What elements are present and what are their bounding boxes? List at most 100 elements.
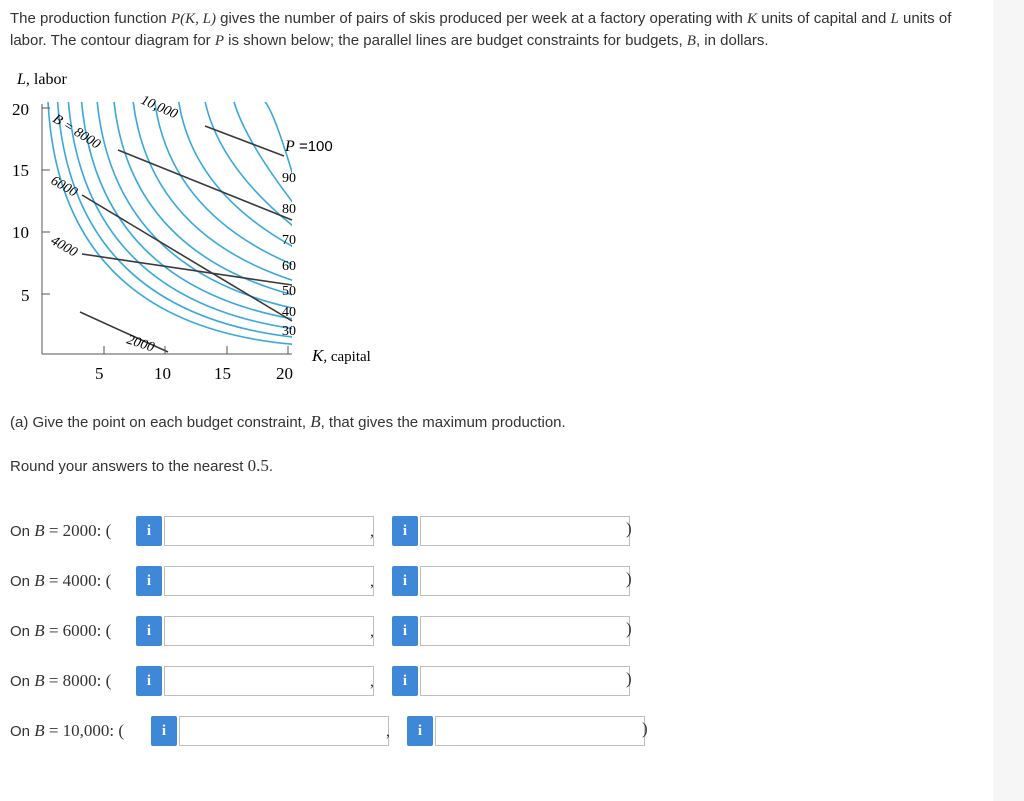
x-tick-label-5: 5 xyxy=(95,364,104,383)
close-paren: ) xyxy=(626,669,632,688)
x-axis-label: K, capital xyxy=(311,346,371,365)
row-label: On B = 8000: ( xyxy=(10,671,112,690)
y-tick-label-10: 10 xyxy=(12,223,29,242)
budget-line xyxy=(81,194,293,322)
comma: , xyxy=(386,723,390,740)
row-label: On B = 6000: ( xyxy=(10,621,112,640)
y-axis-label: L, labor xyxy=(16,71,67,88)
budget-label-2000: 2000 xyxy=(125,333,156,356)
contour-label-50: 50 xyxy=(282,284,296,299)
info-icon[interactable]: i xyxy=(392,516,418,546)
right-gutter xyxy=(993,0,1024,801)
axis-ticks xyxy=(42,107,289,354)
budget-line xyxy=(117,149,293,221)
contour-label-80: 80 xyxy=(282,202,296,217)
capital-input[interactable] xyxy=(164,666,374,696)
info-icon[interactable]: i xyxy=(407,716,433,746)
close-paren: ) xyxy=(626,569,632,588)
math-production-var: P xyxy=(214,33,225,49)
labor-input[interactable] xyxy=(420,616,630,646)
intro-text: units of labor. The contour diagram for xyxy=(10,10,952,49)
info-icon[interactable]: i xyxy=(392,566,418,596)
contour-label-90: 90 xyxy=(282,171,296,186)
intro-text: , in dollars. xyxy=(695,32,769,49)
answer-row-b4000: On B = 4000: ( i , i ) xyxy=(10,565,650,599)
budget-line xyxy=(79,311,169,353)
row-label: On B = 4000: ( xyxy=(10,571,112,590)
rounding-value: 0.5 xyxy=(247,456,269,475)
labor-input[interactable] xyxy=(420,516,630,546)
contour-curve xyxy=(56,101,292,338)
budget-line xyxy=(204,125,285,157)
rounding-text: . xyxy=(268,458,274,475)
info-icon[interactable]: i xyxy=(392,616,418,646)
close-paren: ) xyxy=(642,719,648,738)
math-labor-var: L xyxy=(890,11,899,27)
part-a-text: (a) Give the point on each budget constr… xyxy=(10,414,311,431)
row-label: On B = 2000: ( xyxy=(10,521,112,540)
contour-label-30: 30 xyxy=(282,324,296,339)
part-a-text: , that gives the maximum production. xyxy=(320,414,566,431)
contour-curve xyxy=(233,101,292,203)
math-budget-var: B xyxy=(686,33,696,49)
info-icon[interactable]: i xyxy=(136,516,162,546)
contour-curve xyxy=(204,101,292,227)
contour-value-labels: 90 80 70 60 50 40 30 xyxy=(282,171,296,339)
labor-input[interactable] xyxy=(420,566,630,596)
info-icon[interactable]: i xyxy=(136,666,162,696)
info-icon[interactable]: i xyxy=(136,566,162,596)
part-a-question: (a) Give the point on each budget constr… xyxy=(10,412,566,432)
capital-input[interactable] xyxy=(164,616,374,646)
y-tick-label-20: 20 xyxy=(12,100,29,119)
intro-text: gives the number of pairs of skis produc… xyxy=(215,10,748,27)
x-tick-label-15: 15 xyxy=(214,364,231,383)
budget-lines xyxy=(79,125,293,353)
contour-curve xyxy=(113,101,292,296)
labor-input[interactable] xyxy=(420,666,630,696)
capital-input[interactable] xyxy=(179,716,389,746)
comma: , xyxy=(370,673,374,690)
close-paren: ) xyxy=(626,519,632,538)
contour-curve xyxy=(67,101,292,330)
problem-statement: The production function P(K, L) gives th… xyxy=(10,8,985,52)
intro-text: units of capital and xyxy=(757,10,891,27)
budget-label-6000: 6000 xyxy=(48,173,80,200)
contour-curve xyxy=(96,101,292,309)
rounding-instruction: Round your answers to the nearest 0.5. xyxy=(10,456,273,476)
budget-value-labels: B = 8000 6000 4000 2000 10,000 xyxy=(48,93,180,356)
intro-text: The production function xyxy=(10,10,171,27)
contour-diagram: L, labor K, capital 20 15 10 5 5 10 15 2… xyxy=(12,71,371,383)
info-icon[interactable]: i xyxy=(136,616,162,646)
close-paren: ) xyxy=(626,619,632,638)
contour-label-70: 70 xyxy=(282,233,296,248)
contour-curve xyxy=(178,101,292,247)
answer-row-b6000: On B = 6000: ( i , i ) xyxy=(10,615,650,649)
contour-curve xyxy=(80,101,292,320)
contour-curve xyxy=(47,101,292,345)
math-capital-var: K xyxy=(747,11,758,27)
budget-label-4000: 4000 xyxy=(48,233,80,260)
contour-label-60: 60 xyxy=(282,259,296,274)
answer-row-b10000: On B = 10,000: ( i , i ) xyxy=(10,715,670,749)
answer-row-b8000: On B = 8000: ( i , i ) xyxy=(10,665,650,699)
comma: , xyxy=(370,573,374,590)
answer-row-b2000: On B = 2000: ( i , i ) xyxy=(10,515,650,549)
math-production-function: P(K, L) xyxy=(170,11,216,27)
contour-curve xyxy=(154,101,292,266)
info-icon[interactable]: i xyxy=(392,666,418,696)
contour-curve xyxy=(132,101,292,281)
budget-label-10000: 10,000 xyxy=(138,93,179,122)
capital-input[interactable] xyxy=(164,516,374,546)
x-tick-label-20: 20 xyxy=(276,364,293,383)
budget-label-8000: B = 8000 xyxy=(50,112,103,153)
y-tick-label-5: 5 xyxy=(21,286,30,305)
contour-lines xyxy=(47,101,292,345)
labor-input[interactable] xyxy=(435,716,645,746)
row-label: On B = 10,000: ( xyxy=(10,721,125,740)
info-icon[interactable]: i xyxy=(151,716,177,746)
capital-input[interactable] xyxy=(164,566,374,596)
y-tick-label-15: 15 xyxy=(12,161,29,180)
budget-line xyxy=(81,253,293,286)
comma: , xyxy=(370,623,374,640)
rounding-text: Round your answers to the nearest xyxy=(10,458,248,475)
